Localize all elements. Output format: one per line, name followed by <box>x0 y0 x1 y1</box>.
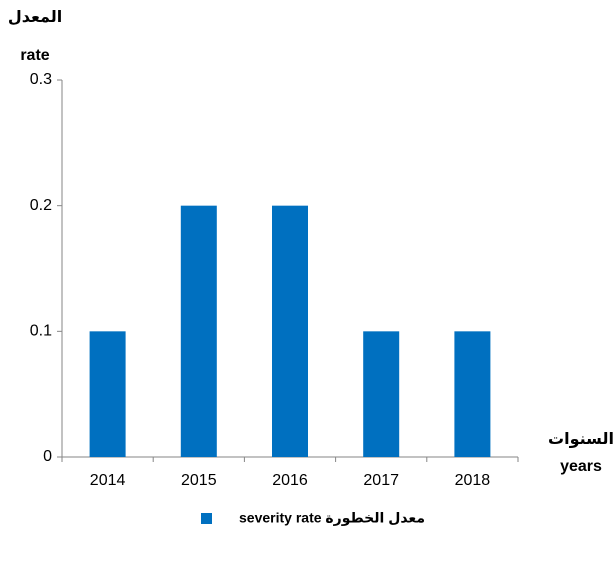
x-axis-title: years <box>560 458 602 475</box>
y-tick-label: 0.1 <box>30 323 52 340</box>
bar <box>272 205 308 457</box>
x-axis-title: السنوات <box>548 431 614 448</box>
x-tick-label: 2014 <box>90 472 126 489</box>
y-axis-title: rate <box>20 47 49 64</box>
x-tick-label: 2017 <box>363 472 399 489</box>
y-tick-label: 0.3 <box>30 71 52 88</box>
x-tick-label: 2018 <box>455 472 491 489</box>
bar <box>180 205 217 457</box>
legend-swatch <box>201 513 212 524</box>
y-axis-title: المعدل <box>8 9 62 26</box>
bar <box>454 331 491 457</box>
y-tick-label: 0 <box>43 448 52 465</box>
legend-label: معدل الخطورة severity rate <box>239 510 425 527</box>
bar <box>89 331 126 457</box>
x-tick-label: 2016 <box>272 472 308 489</box>
y-tick-label: 0.2 <box>30 197 52 214</box>
bar <box>363 331 400 457</box>
x-tick-label: 2015 <box>181 472 217 489</box>
